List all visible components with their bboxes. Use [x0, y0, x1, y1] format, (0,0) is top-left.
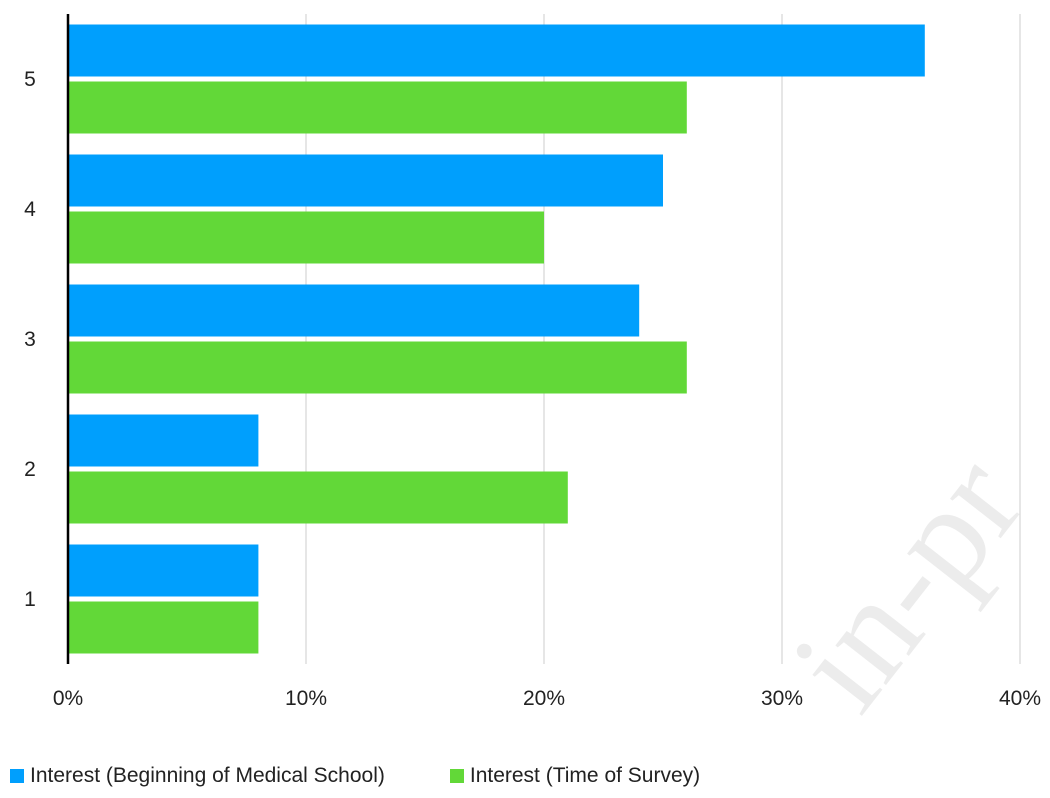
bar-survey-2 — [68, 471, 568, 524]
x-tick-label: 40% — [999, 687, 1041, 710]
x-axis-ticks: 0% 10% 20% 30% 40% — [53, 687, 1041, 710]
x-tick-label: 0% — [53, 687, 83, 710]
x-tick-label: 20% — [523, 687, 565, 710]
legend-label-beginning: Interest (Beginning of Medical School) — [30, 764, 385, 787]
bar-beginning-2 — [68, 414, 259, 467]
bar-survey-1 — [68, 601, 259, 654]
bar-survey-3 — [68, 341, 687, 394]
y-category-label: 2 — [24, 458, 36, 481]
legend: Interest (Beginning of Medical School) I… — [10, 764, 700, 788]
bars — [68, 24, 925, 654]
bar-beginning-4 — [68, 154, 663, 207]
bar-survey-4 — [68, 211, 544, 264]
x-tick-label: 30% — [761, 687, 803, 710]
y-category-label: 5 — [24, 68, 36, 91]
y-axis-categories: 5 4 3 2 1 — [24, 68, 36, 611]
y-category-label: 1 — [24, 588, 36, 611]
bar-beginning-5 — [68, 24, 925, 77]
legend-swatch-survey — [449, 769, 464, 783]
bar-survey-5 — [68, 81, 687, 134]
bar-beginning-3 — [68, 284, 640, 337]
legend-item-beginning: Interest (Beginning of Medical School) — [10, 764, 385, 788]
y-category-label: 3 — [24, 328, 36, 351]
legend-swatch-beginning — [10, 769, 24, 783]
bar-chart: 0% 10% 20% 30% 40% 5 4 3 2 1 — [24, 14, 1041, 710]
legend-item-survey: Interest (Time of Survey) — [449, 764, 701, 788]
legend-label-survey: Interest (Time of Survey) — [469, 764, 701, 787]
x-tick-label: 10% — [285, 687, 327, 710]
y-category-label: 4 — [24, 198, 36, 221]
bar-beginning-1 — [68, 544, 259, 597]
